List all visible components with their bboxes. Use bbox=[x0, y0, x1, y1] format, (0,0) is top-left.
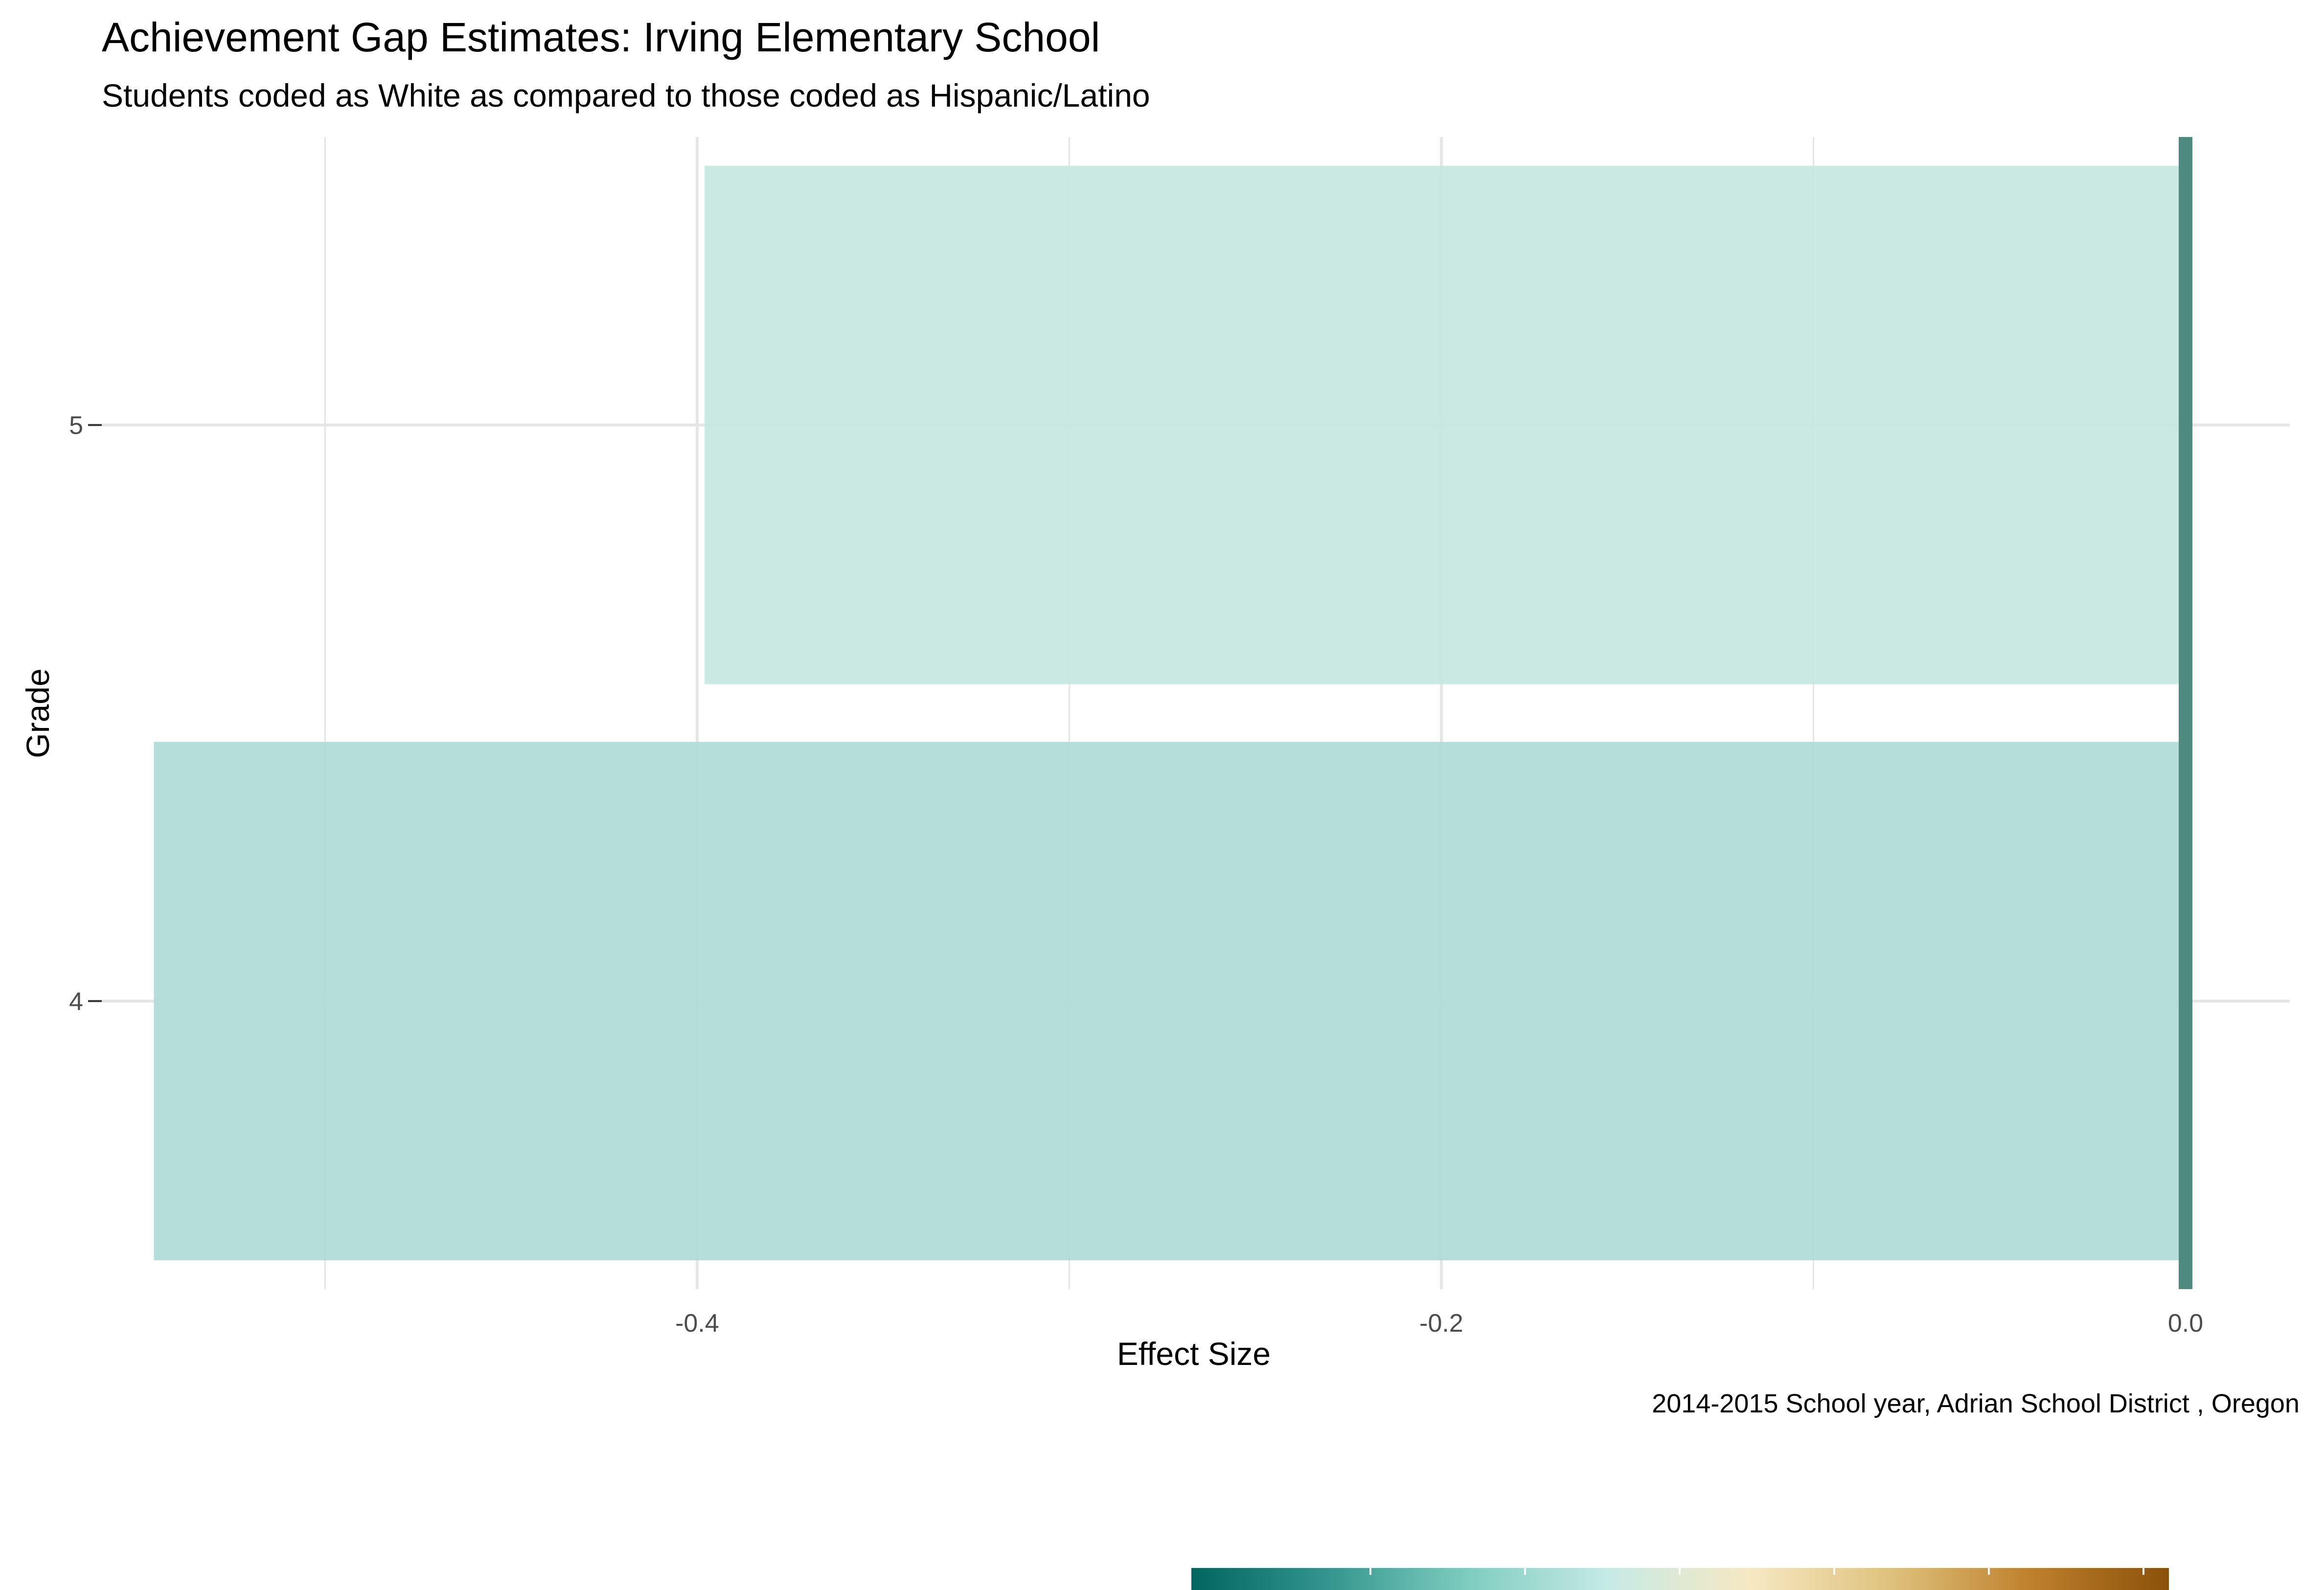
zero-reference-line bbox=[2179, 137, 2193, 1289]
bar-grade-4 bbox=[154, 742, 2186, 1261]
reference-line-group bbox=[2179, 137, 2193, 1289]
bar-grade-5 bbox=[705, 165, 2186, 684]
chart-subtitle: Students coded as White as compared to t… bbox=[102, 77, 1150, 114]
color-legend bbox=[1191, 1568, 2169, 1590]
bars bbox=[154, 165, 2186, 1261]
y-tick-label: 5 bbox=[69, 411, 83, 440]
chart-caption: 2014-2015 School year, Adrian School Dis… bbox=[1652, 1389, 2300, 1418]
x-tick-label: -0.4 bbox=[675, 1309, 719, 1338]
x-tick-label: -0.2 bbox=[1419, 1309, 1463, 1338]
y-tick-label: 4 bbox=[69, 987, 83, 1016]
tick-labels: -0.4 -0.2 0.0 4 5 bbox=[69, 411, 2203, 1338]
x-tick-label: 0.0 bbox=[2168, 1309, 2203, 1338]
x-axis-title: Effect Size bbox=[1117, 1336, 1271, 1372]
y-axis-title: Grade bbox=[20, 668, 56, 758]
chart-title: Achievement Gap Estimates: Irving Elemen… bbox=[102, 14, 1100, 60]
